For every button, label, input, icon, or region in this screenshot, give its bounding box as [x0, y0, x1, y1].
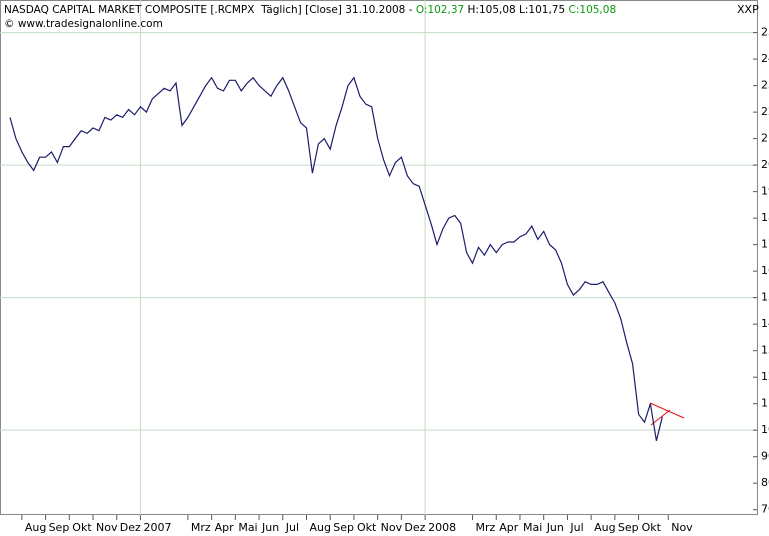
x-tick-label: Mai	[238, 521, 257, 534]
y-tick-label: 170	[761, 238, 769, 251]
y-tick-label: 240	[761, 52, 769, 65]
y-tick-label: 90	[761, 450, 769, 463]
trend-line	[650, 409, 671, 426]
y-tick-label: 180	[761, 211, 769, 224]
open-label: O:102,37	[415, 4, 465, 16]
y-tick-label: 210	[761, 132, 769, 145]
x-tick-label: Mrz	[476, 521, 496, 534]
x-tick-label: Mai	[523, 521, 542, 534]
plot-frame	[0, 0, 758, 515]
y-tick-label: 100	[761, 423, 769, 436]
trend-line	[649, 402, 685, 419]
y-tick-label: 200	[761, 158, 769, 171]
x-tick-label: 2008	[428, 521, 456, 534]
x-tick-label: Sep	[618, 521, 639, 534]
x-tick-label: Aug	[310, 521, 331, 534]
y-tick-label: 220	[761, 105, 769, 118]
x-tick-label: Jun	[261, 521, 279, 534]
y-tick-label: 150	[761, 291, 769, 304]
copyright: © www.tradesignalonline.com	[4, 18, 163, 30]
y-tick-label: 120	[761, 370, 769, 383]
x-tick-label: Dez	[120, 521, 141, 534]
grid	[0, 0, 757, 515]
x-tick-label: Jul	[569, 521, 583, 534]
x-tick-label: Aug	[25, 521, 46, 534]
x-tick-label: Aug	[594, 521, 615, 534]
close-label: C:105,08	[568, 4, 617, 16]
title: NASDAQ CAPITAL MARKET COMPOSITE [.RCMPX …	[4, 4, 416, 16]
y-tick-label: 110	[761, 397, 769, 410]
price-line	[9, 76, 663, 441]
y-tick-label: 80	[761, 476, 769, 489]
x-tick-label: Dez	[404, 521, 425, 534]
x-tick-label: Nov	[671, 521, 693, 534]
x-tick-label: Okt	[72, 521, 92, 534]
y-tick-label: 130	[761, 344, 769, 357]
x-tick-label: Sep	[49, 521, 70, 534]
x-tick-label: Apr	[499, 521, 519, 534]
x-tick-label: Apr	[215, 521, 235, 534]
header: NASDAQ CAPITAL MARKET COMPOSITE [.RCMPX …	[4, 3, 616, 31]
x-tick-label: Sep	[333, 521, 354, 534]
high-low-label: H:105,08 L:101,75	[464, 4, 569, 16]
y-tick-label: 70	[761, 503, 769, 516]
y-tick-label: 250	[761, 26, 769, 39]
x-tick-label: Okt	[642, 521, 662, 534]
x-tick-label: 2007	[143, 521, 171, 534]
unit-label: XXP	[737, 3, 759, 16]
x-tick-label: Okt	[357, 521, 377, 534]
x-tick-label: Nov	[381, 521, 403, 534]
x-tick-label: Nov	[96, 521, 118, 534]
x-tick-label: Jun	[546, 521, 564, 534]
y-tick-label: 160	[761, 264, 769, 277]
x-tick-label: Mrz	[191, 521, 211, 534]
y-tick-label: 230	[761, 79, 769, 92]
y-tick-label: 190	[761, 185, 769, 198]
x-tick-label: Jul	[285, 521, 299, 534]
y-tick-label: 140	[761, 317, 769, 330]
